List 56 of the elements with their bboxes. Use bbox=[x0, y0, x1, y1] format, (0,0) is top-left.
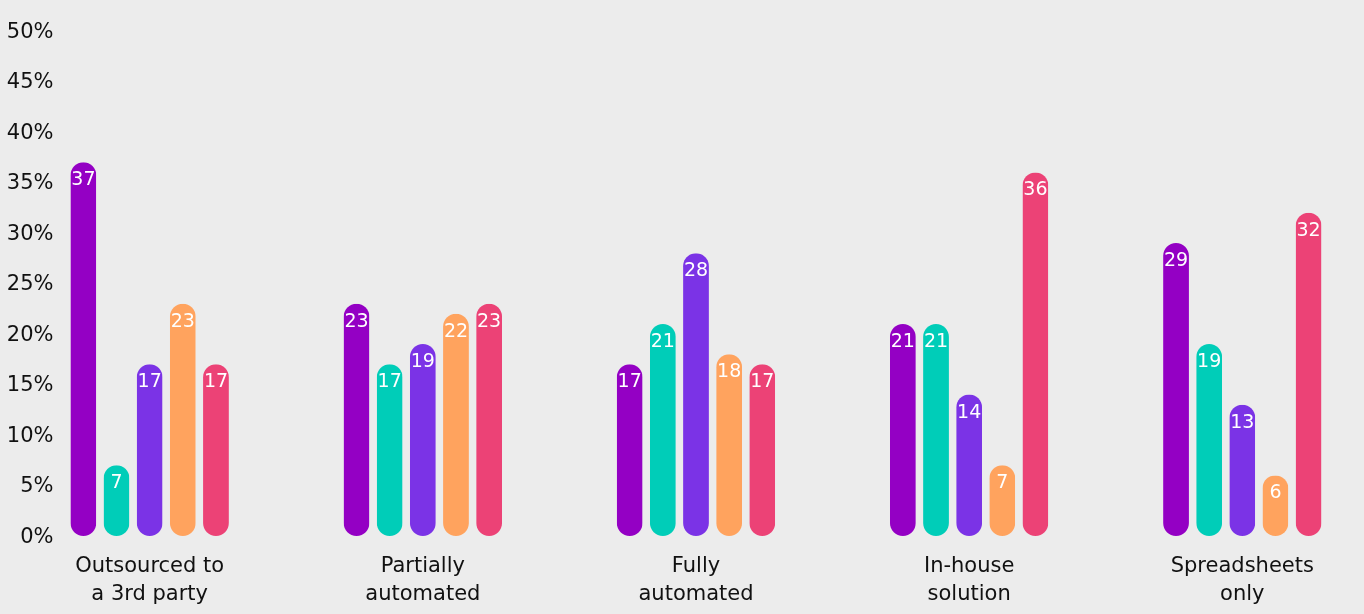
bar bbox=[376, 364, 403, 536]
data-label: 19 bbox=[1197, 349, 1222, 372]
x-tick-label: Spreadsheets only bbox=[1170, 552, 1314, 605]
bar bbox=[716, 354, 743, 536]
data-label: 18 bbox=[717, 359, 742, 382]
y-tick-label: 30% bbox=[6, 220, 54, 245]
data-label: 22 bbox=[443, 318, 469, 341]
data-label: 17 bbox=[617, 369, 642, 392]
data-label: 36 bbox=[1023, 177, 1048, 200]
data-label: 23 bbox=[344, 308, 369, 331]
data-label: 28 bbox=[683, 258, 709, 281]
data-label: 7 bbox=[996, 470, 1009, 493]
data-label: 17 bbox=[750, 369, 775, 392]
data-label: 21 bbox=[650, 328, 675, 351]
x-tick-label: Outsourced to a 3rd party bbox=[75, 552, 225, 605]
data-label: 29 bbox=[1163, 248, 1189, 271]
data-label: 21 bbox=[923, 328, 949, 351]
bar bbox=[889, 323, 916, 536]
data-label: 37 bbox=[71, 167, 96, 190]
data-label: 17 bbox=[137, 369, 162, 392]
y-tick-label: 40% bbox=[6, 119, 54, 144]
data-label: 17 bbox=[203, 369, 229, 392]
bar bbox=[1196, 344, 1223, 536]
y-tick-label: 20% bbox=[6, 321, 54, 346]
y-tick-label: 45% bbox=[6, 69, 54, 93]
data-label: 23 bbox=[477, 308, 502, 331]
data-label: 13 bbox=[1230, 409, 1255, 432]
data-label: 6 bbox=[1269, 480, 1282, 503]
y-tick-label: 10% bbox=[6, 422, 54, 447]
y-tick-label: 25% bbox=[6, 271, 54, 295]
y-tick-label: 35% bbox=[6, 170, 54, 194]
y-tick-label: 50% bbox=[6, 18, 54, 43]
bar bbox=[136, 364, 163, 536]
data-label: 19 bbox=[410, 349, 435, 372]
bar bbox=[409, 344, 436, 536]
bar bbox=[70, 162, 97, 536]
x-tick-label: In-house solution bbox=[923, 552, 1015, 605]
bar bbox=[343, 303, 370, 536]
bar bbox=[169, 303, 196, 536]
bar bbox=[616, 364, 643, 536]
data-label: 21 bbox=[890, 328, 915, 351]
y-tick-label: 5% bbox=[20, 473, 54, 497]
data-label: 32 bbox=[1296, 217, 1321, 240]
data-label: 17 bbox=[377, 369, 402, 392]
x-tick-label: Partially automated bbox=[365, 552, 481, 605]
data-label: 14 bbox=[957, 399, 982, 422]
bar bbox=[1295, 212, 1322, 536]
bar bbox=[649, 323, 676, 536]
bar bbox=[1022, 172, 1049, 536]
bar bbox=[749, 364, 776, 536]
bar bbox=[476, 303, 503, 536]
data-label: 23 bbox=[170, 308, 195, 331]
y-tick-label: 15% bbox=[6, 372, 54, 396]
data-label: 7 bbox=[110, 470, 123, 493]
x-tick-label: Fully automated bbox=[638, 552, 754, 605]
y-tick-label: 0% bbox=[20, 523, 54, 548]
